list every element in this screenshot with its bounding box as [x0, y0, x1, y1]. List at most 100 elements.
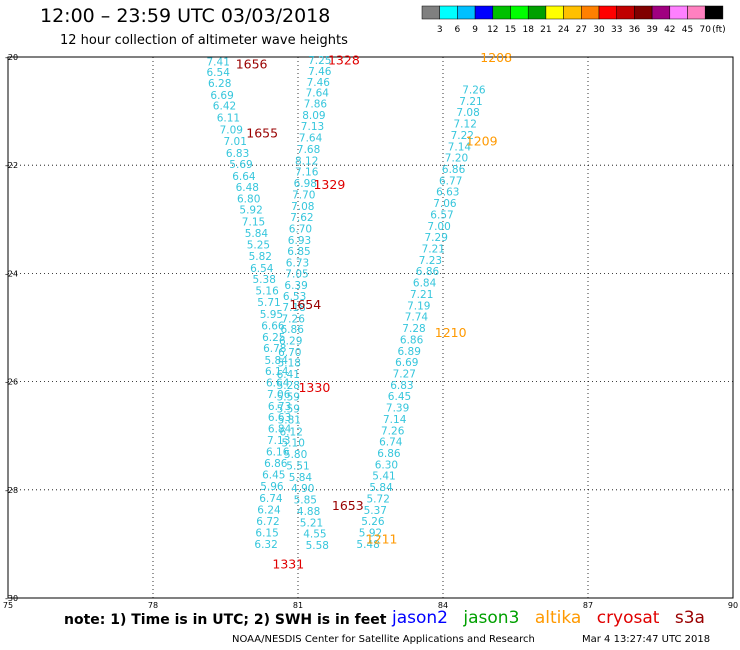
- data-point: 7.64: [299, 133, 323, 145]
- data-point: 7.09: [220, 125, 243, 137]
- data-point: 5.59: [277, 404, 300, 416]
- data-point: 6.29: [279, 336, 302, 348]
- data-point: 6.80: [237, 194, 260, 206]
- data-point: 5.84: [369, 482, 393, 494]
- colorbar-label: 24: [558, 25, 570, 35]
- data-point: 7.21: [410, 289, 433, 301]
- data-point: 6.86: [281, 324, 305, 336]
- data-point: 6.12: [280, 426, 303, 438]
- data-point: 7.39: [386, 403, 409, 415]
- pass-time-label: 1653: [332, 498, 364, 513]
- data-point: 6.64: [266, 378, 290, 390]
- colorbar-label: 42: [664, 25, 675, 35]
- data-point: 6.86: [442, 164, 466, 176]
- data-point: 5.26: [361, 516, 385, 528]
- legend-cryosat: cryosat: [596, 608, 660, 628]
- colorbar-label: 3: [437, 25, 443, 35]
- colorbar-label: 15: [505, 25, 516, 35]
- data-point: 6.70: [289, 224, 312, 236]
- pass-time-label: 1329: [313, 177, 345, 192]
- data-point: 6.63: [268, 412, 291, 424]
- data-point: 5.10: [282, 438, 305, 450]
- pass-time-label: 1331: [272, 556, 304, 571]
- x-tick-label: 90: [728, 601, 738, 610]
- data-point: 6.14: [265, 366, 289, 378]
- data-point: 7.08: [456, 107, 479, 119]
- data-point: 5.37: [364, 505, 387, 517]
- data-point: 5.81: [278, 415, 301, 427]
- data-point: 6.16: [266, 446, 290, 458]
- data-point: 6.70: [278, 347, 301, 359]
- data-point: 5.21: [300, 517, 323, 529]
- pass-time-label: 1656: [236, 57, 268, 72]
- y-tick-label: -28: [5, 486, 18, 495]
- data-point: 6.73: [286, 258, 309, 270]
- pass-time-label: 1654: [289, 297, 321, 312]
- colorbar-swatch: [704, 5, 724, 20]
- data-point: 7.13: [301, 121, 324, 133]
- data-point: 8.12: [295, 155, 318, 167]
- data-point: 6.72: [256, 516, 279, 528]
- x-tick-label: 87: [583, 601, 593, 610]
- data-point: 6.85: [287, 246, 310, 258]
- data-point: 6.69: [395, 357, 418, 369]
- data-point: 7.26: [381, 425, 405, 437]
- colorbar-label: 33: [611, 25, 622, 35]
- colorbar-label: 6: [455, 25, 461, 35]
- data-point: 6.64: [232, 171, 256, 183]
- colorbar-label: 36: [629, 25, 641, 35]
- data-point: 7.68: [297, 144, 320, 156]
- data-point: 4.90: [291, 483, 314, 495]
- x-tick-label: 81: [293, 601, 303, 610]
- data-point: 5.84: [265, 355, 289, 367]
- data-point: 7.26: [282, 313, 306, 325]
- data-point: 7.41: [207, 56, 230, 68]
- data-point: 6.78: [263, 343, 286, 355]
- data-point: 6.86: [416, 266, 440, 278]
- data-point: 7.06: [433, 198, 457, 210]
- data-point: 7.12: [454, 119, 477, 131]
- data-point: 5.48: [356, 539, 379, 551]
- data-point: 7.14: [383, 414, 407, 426]
- data-point: 5.96: [260, 481, 284, 493]
- data-point: 6.74: [259, 493, 283, 505]
- colorbar-label: 18: [522, 25, 534, 35]
- data-point: 5.41: [372, 471, 395, 483]
- pass-time-label: 1211: [366, 532, 398, 547]
- legend-jason3: jason3: [463, 608, 520, 628]
- data-point: 7.14: [448, 141, 472, 153]
- data-point: 7.29: [425, 232, 448, 244]
- y-tick-label: -20: [5, 53, 18, 62]
- data-point: 6.48: [236, 182, 259, 194]
- data-point: 7.21: [422, 244, 445, 256]
- colorbar-label: 70: [699, 25, 711, 35]
- data-point: 5.92: [359, 528, 382, 540]
- data-point: 7.00: [427, 221, 450, 233]
- data-point: 6.98: [294, 178, 317, 190]
- data-point: 7.27: [393, 369, 416, 381]
- data-point: 6.83: [390, 380, 413, 392]
- data-point: 5.72: [367, 494, 390, 506]
- pass-time-label: 1209: [466, 133, 498, 148]
- series-jason3: 5.485.925.265.375.725.845.416.306.866.74…: [356, 85, 485, 551]
- pass-time-label: 1655: [246, 126, 278, 141]
- legend-s3a: s3a: [674, 608, 705, 628]
- data-point: 6.45: [388, 391, 411, 403]
- satellite-legend: jason2 jason3 altika cryosat s3a: [392, 608, 715, 628]
- colorbar-label: 45: [682, 25, 693, 35]
- colorbar-label: 30: [593, 25, 605, 35]
- data-point: 7.64: [306, 88, 330, 100]
- data-point: 7.16: [295, 167, 319, 179]
- data-point: 7.26: [462, 85, 486, 97]
- data-point: 6.63: [436, 187, 459, 199]
- data-point: 5.69: [229, 159, 252, 171]
- colorbar-label: 21: [540, 25, 551, 35]
- data-point: 6.45: [262, 470, 285, 482]
- data-point: 5.80: [284, 449, 307, 461]
- data-point: 6.39: [284, 280, 307, 292]
- plot-frame: [7, 56, 734, 599]
- x-tick-label: 75: [3, 601, 13, 610]
- data-point: 5.58: [306, 540, 329, 552]
- data-point: 7.05: [285, 268, 308, 280]
- x-tick-label: 84: [438, 601, 448, 610]
